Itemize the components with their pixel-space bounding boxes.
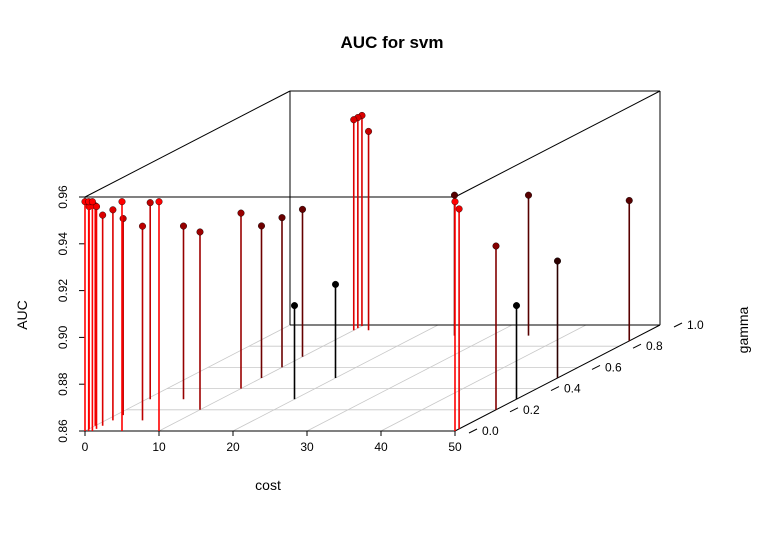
z-tick-label: 0.86: [56, 419, 70, 443]
x-tick-label: 20: [226, 440, 240, 454]
z-axis-label: AUC: [14, 300, 30, 330]
chart-title: AUC for svm: [341, 33, 444, 52]
y-tick-label: 0.8: [646, 339, 663, 353]
bounding-box: [84, 90, 661, 432]
floor-grid: [84, 324, 661, 432]
data-point: [258, 222, 266, 230]
z-tick-label: 0.88: [56, 372, 70, 396]
data-point: [451, 191, 459, 199]
y-tick-label: 0.4: [564, 382, 581, 396]
z-tick-label: 0.96: [56, 185, 70, 209]
y-tick-mark: [632, 343, 642, 349]
data-point: [365, 127, 373, 135]
data-point: [88, 198, 96, 206]
x-tick-label: 40: [374, 440, 388, 454]
z-tick-label: 0.90: [56, 325, 70, 349]
grid-line-x: [84, 324, 291, 432]
data-point: [332, 280, 340, 288]
y-tick-label: 0.6: [605, 360, 622, 374]
data-point: [138, 222, 146, 230]
x-axis-label: cost: [255, 477, 281, 493]
data-point: [554, 257, 562, 265]
data-point: [109, 206, 117, 214]
y-tick-label: 0.2: [523, 403, 540, 417]
y-tick-mark: [550, 386, 560, 392]
data-points: [81, 111, 633, 431]
x-tick-label: 30: [300, 440, 314, 454]
y-tick-mark: [673, 322, 683, 328]
y-axis-label: gamma: [735, 306, 751, 353]
data-point: [513, 302, 521, 310]
z-tick-label: 0.94: [56, 232, 70, 256]
y-tick-mark: [591, 364, 601, 370]
data-point: [451, 198, 459, 206]
y-tick-mark: [509, 407, 519, 413]
data-point: [196, 228, 204, 236]
data-point: [455, 205, 463, 213]
grid-line-x: [306, 324, 513, 432]
y-tick-label: 1.0: [687, 318, 704, 332]
data-point: [119, 215, 127, 223]
y-tick-label: 0.0: [482, 424, 499, 438]
data-point: [118, 198, 126, 206]
x-tick-label: 0: [82, 440, 89, 454]
box-edge: [454, 90, 661, 198]
y-axis-ticks: 0.0 0.2 0.4 0.6 0.8 1.0: [468, 318, 704, 438]
data-point: [625, 196, 633, 204]
x-tick-label: 50: [448, 440, 462, 454]
grid-line-x: [380, 324, 587, 432]
x-axis-ticks: 0 10 20 30 40 50: [82, 431, 462, 454]
data-point: [99, 211, 107, 219]
box-edge: [84, 90, 291, 198]
data-point: [299, 205, 307, 213]
x-tick-label: 10: [152, 440, 166, 454]
data-point: [179, 222, 187, 230]
data-point: [155, 198, 163, 206]
data-point: [525, 191, 533, 199]
y-tick-mark: [468, 428, 478, 434]
data-point: [146, 199, 154, 207]
data-point: [291, 302, 299, 310]
data-point: [278, 214, 286, 222]
z-axis-ticks: 0.86 0.88 0.90 0.92 0.94 0.96: [56, 185, 85, 443]
data-point: [237, 209, 245, 217]
z-tick-label: 0.92: [56, 279, 70, 303]
data-point: [492, 242, 500, 250]
data-point: [350, 116, 358, 124]
